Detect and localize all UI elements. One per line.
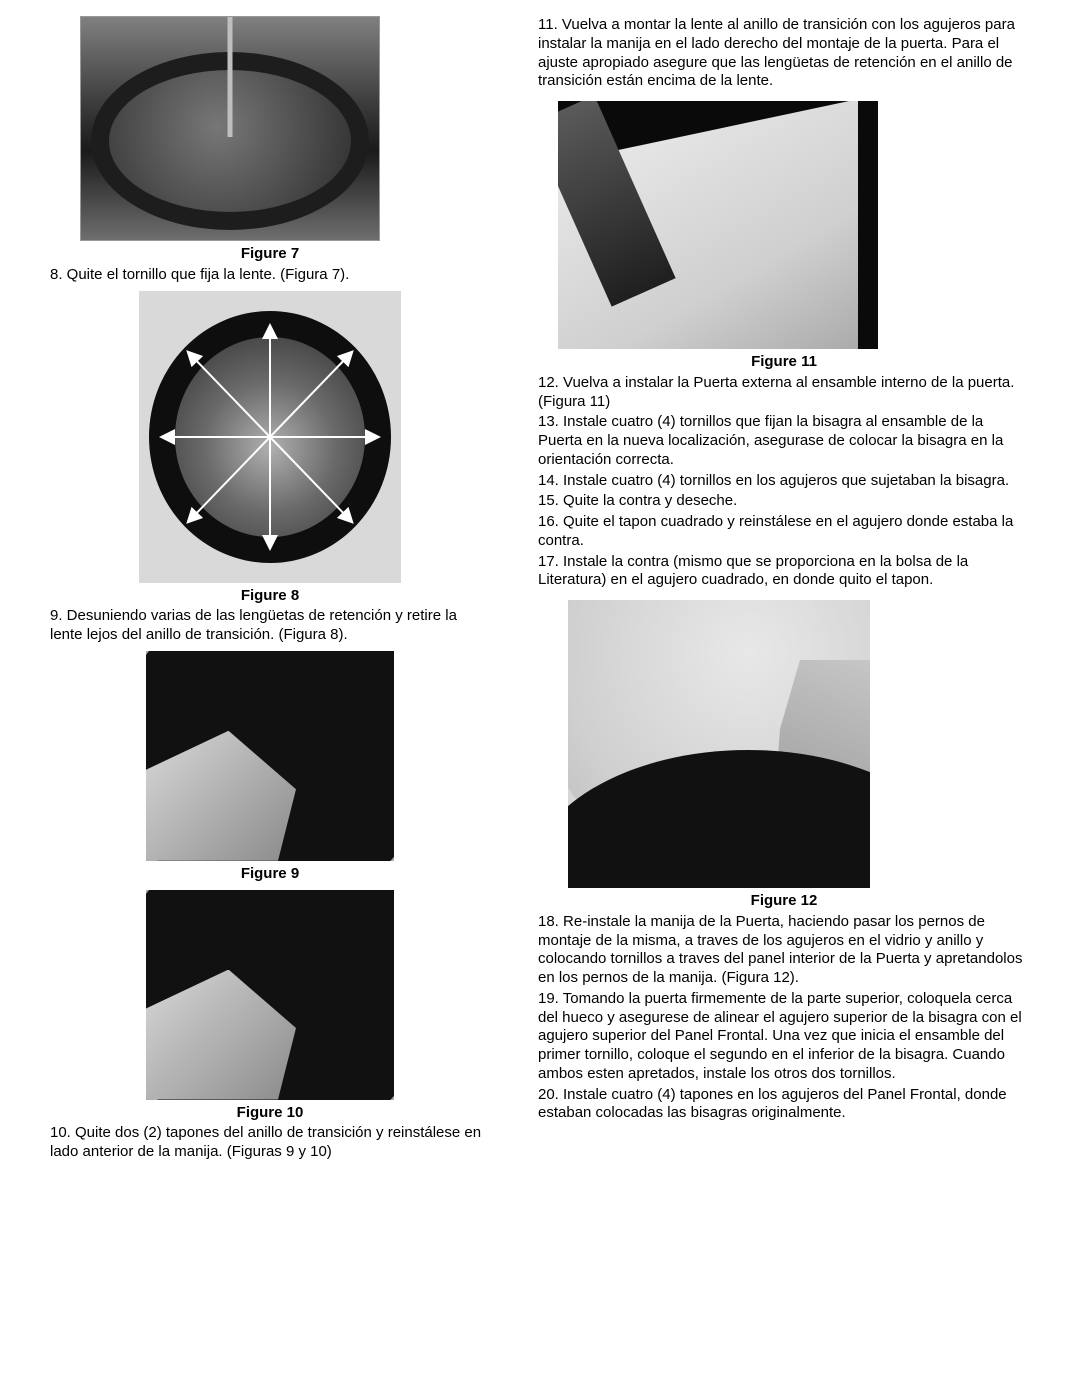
- step-19-text: 19. Tomando la puerta firmemente de la p…: [538, 990, 1030, 1084]
- step-8-text: 8. Quite el tornillo que fija la lente. …: [50, 266, 490, 285]
- step-10-text: 10. Quite dos (2) tapones del anillo de …: [50, 1124, 490, 1162]
- step-14-text: 14. Instale cuatro (4) tornillos en los …: [538, 472, 1030, 491]
- step-18-text: 18. Re-instale la manija de la Puerta, h…: [538, 913, 1030, 988]
- figure-10-image: [146, 890, 394, 1100]
- figure-11-image: [558, 101, 878, 349]
- step-11-text: 11. Vuelva a montar la lente al anillo d…: [538, 16, 1030, 91]
- left-column: Figure 7 8. Quite el tornillo que fija l…: [50, 16, 490, 1164]
- right-column: 11. Vuelva a montar la lente al anillo d…: [538, 16, 1030, 1164]
- figure-8-caption: Figure 8: [50, 587, 490, 606]
- figure-7-caption: Figure 7: [50, 245, 490, 264]
- figure-12-image: [568, 600, 870, 888]
- figure-12-caption: Figure 12: [538, 892, 1030, 911]
- step-13-text: 13. Instale cuatro (4) tornillos que fij…: [538, 413, 1030, 469]
- step-16-text: 16. Quite el tapon cuadrado y reinstáles…: [538, 513, 1030, 551]
- figure-9-image: [146, 651, 394, 861]
- figure-8-image: [139, 291, 401, 583]
- figure-7-image: [80, 16, 380, 241]
- figure-9-caption: Figure 9: [50, 865, 490, 884]
- two-column-layout: Figure 7 8. Quite el tornillo que fija l…: [50, 16, 1030, 1164]
- step-17-text: 17. Instale la contra (mismo que se prop…: [538, 553, 1030, 591]
- figure-11-caption: Figure 11: [538, 353, 1030, 372]
- figure-8-arrows-overlay: [139, 291, 401, 583]
- step-12-text: 12. Vuelva a instalar la Puerta externa …: [538, 374, 1030, 412]
- step-9-text: 9. Desuniendo varias de las lengüetas de…: [50, 607, 490, 645]
- step-20-text: 20. Instale cuatro (4) tapones en los ag…: [538, 1086, 1030, 1124]
- figure-10-caption: Figure 10: [50, 1104, 490, 1123]
- step-15-text: 15. Quite la contra y deseche.: [538, 492, 1030, 511]
